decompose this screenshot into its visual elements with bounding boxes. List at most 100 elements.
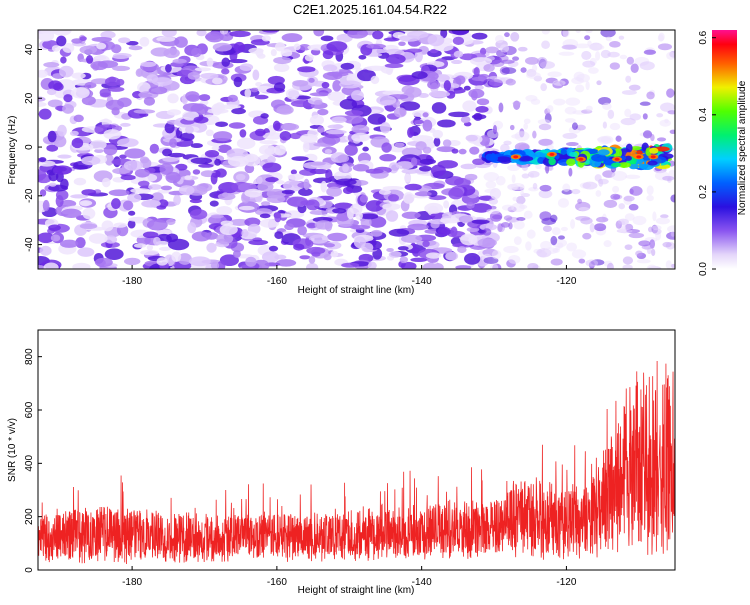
heatmap-cell	[261, 251, 280, 263]
heatmap-cell	[570, 219, 576, 229]
heatmap-cell	[133, 243, 147, 248]
heatmap-cell	[471, 32, 488, 40]
heatmap-cell	[388, 251, 402, 258]
heatmap-cell	[617, 162, 631, 168]
heatmap-cell	[165, 171, 181, 184]
heatmap-cell	[393, 107, 407, 118]
heatmap-cell	[630, 146, 642, 151]
heatmap-cell	[622, 256, 634, 265]
heatmap-cell	[538, 123, 552, 131]
heatmap-cell	[38, 108, 52, 120]
heatmap-cell	[662, 241, 672, 248]
heatmap-cell	[516, 216, 526, 222]
heatmap-cell	[670, 263, 675, 268]
heatmap-cell	[572, 122, 578, 131]
heatmap-cell	[47, 130, 57, 143]
heatmap-cell	[578, 207, 590, 212]
heatmap-cell	[524, 57, 539, 65]
heatmap-cell	[99, 124, 117, 129]
snr-y-tick-label: 600	[24, 401, 35, 418]
heatmap-cell	[71, 72, 86, 79]
snr-x-tick-label: -180	[122, 577, 142, 588]
heatmap-cell	[191, 47, 202, 58]
heatmap-cell	[647, 226, 654, 233]
heatmap-cell	[305, 199, 320, 211]
heatmap-cell	[495, 175, 506, 186]
heatmap-cell	[238, 205, 255, 211]
heatmap-cell	[407, 223, 429, 231]
heatmap-cell	[117, 97, 132, 108]
heatmap-cell	[352, 164, 370, 172]
heatmap-cell	[306, 262, 319, 269]
heatmap-cell	[422, 112, 429, 118]
heatmap-cell	[219, 32, 234, 42]
heatmap-cell	[473, 66, 480, 77]
heatmap-cell	[214, 102, 226, 113]
heatmap-cell	[86, 55, 94, 64]
colorbar: 0.0 0.2 0.4 0.6 Normalized spectral amplitu…	[698, 30, 748, 276]
heatmap-cell	[397, 246, 409, 251]
heatmap-cell	[104, 248, 124, 260]
heatmap-cell	[308, 256, 316, 264]
heatmap-cell	[507, 164, 520, 172]
heatmap-cell	[398, 41, 406, 46]
heatmap-cell	[670, 231, 675, 237]
spectrogram-frame	[37, 29, 676, 270]
heatmap-cell	[75, 237, 86, 249]
heatmap-cell	[628, 203, 639, 211]
heatmap-cell	[38, 232, 55, 243]
heatmap-cell	[262, 162, 282, 173]
heatmap-cell	[187, 222, 197, 234]
heatmap-cell	[185, 125, 194, 134]
heatmap-cell	[286, 196, 309, 207]
heatmap-cell	[205, 31, 224, 43]
heatmap-cell	[440, 217, 461, 224]
heatmap-cell	[261, 35, 271, 42]
heatmap-cell	[94, 148, 104, 154]
heatmap-cell	[134, 168, 150, 178]
heatmap-cell	[476, 98, 490, 106]
heatmap-cell	[629, 185, 643, 196]
heatmap-cell	[636, 150, 643, 155]
heatmap-cell	[130, 188, 151, 194]
heatmap-cell	[355, 211, 363, 220]
snr-x-tick-label: -120	[556, 577, 576, 588]
heatmap-cell	[47, 99, 63, 108]
heatmap-cell	[402, 192, 415, 204]
snr-line	[38, 361, 675, 564]
heatmap-cell	[175, 163, 188, 171]
heatmap-cell	[585, 30, 593, 34]
heatmap-cell	[625, 75, 632, 83]
heatmap-cell	[501, 204, 515, 211]
heatmap-cell	[560, 148, 567, 155]
spectrogram-y-tick-label: 40	[24, 44, 35, 56]
heatmap-cell	[588, 44, 605, 51]
heatmap-cell	[510, 31, 520, 42]
heatmap-cell	[255, 82, 263, 87]
heatmap-cell	[602, 121, 607, 129]
heatmap-cell	[339, 98, 358, 110]
heatmap-cell	[380, 122, 391, 134]
heatmap-cell	[351, 90, 364, 101]
heatmap-cell	[313, 99, 323, 105]
spectrogram-x-tick-label: -180	[122, 276, 142, 287]
heatmap-cell	[466, 202, 475, 209]
heatmap-cell	[193, 116, 209, 124]
heatmap-cell	[378, 189, 391, 195]
heatmap-cell	[321, 81, 330, 89]
heatmap-cell	[548, 157, 556, 166]
heatmap-cell	[233, 41, 246, 53]
heatmap-cell	[591, 153, 607, 162]
heatmap-cell	[370, 75, 380, 85]
heatmap-cell	[622, 224, 627, 233]
heatmap-cell	[503, 140, 512, 146]
heatmap-cell	[638, 240, 651, 247]
heatmap-cell	[382, 90, 405, 96]
heatmap-cell	[103, 129, 122, 140]
heatmap-cell	[135, 68, 143, 77]
heatmap-cell	[618, 35, 625, 40]
colorbar-gradient	[712, 30, 737, 269]
heatmap-cell	[227, 155, 249, 167]
heatmap-cell	[190, 143, 203, 149]
heatmap-cell	[401, 147, 423, 157]
